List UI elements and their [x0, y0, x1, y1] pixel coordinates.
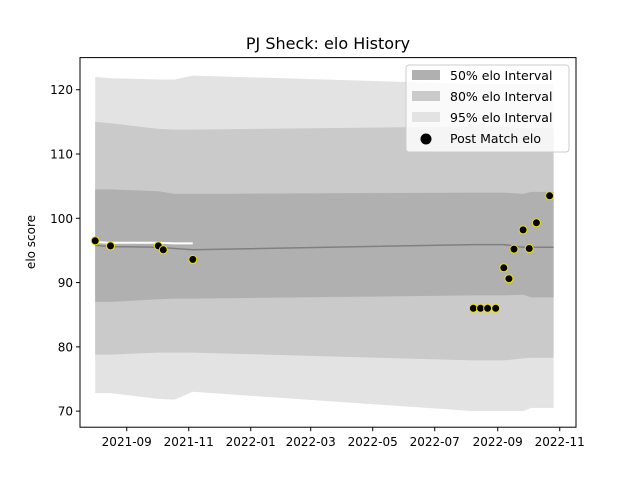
plot-frame	[79, 57, 577, 428]
post-match-point	[531, 218, 541, 228]
post-match-point	[188, 254, 198, 264]
y-tick-label: 90	[58, 276, 73, 290]
post-match-points	[90, 191, 555, 313]
x-axis: 2021-09 2021-11 2022-01 2022-03 2022-05 2022-…	[102, 427, 585, 449]
x-tick-label: 2021-09	[102, 435, 152, 449]
legend-swatch-95	[412, 112, 440, 122]
legend-marker-post-match	[420, 133, 432, 145]
x-tick-label: 2022-07	[410, 435, 460, 449]
y-tick-label: 120	[50, 83, 73, 97]
legend-swatch-50	[412, 70, 440, 80]
post-match-point	[491, 303, 501, 313]
y-tick-label: 80	[58, 340, 73, 354]
legend: 50% elo Interval 80% elo Interval 95% el…	[405, 64, 570, 153]
legend-label-80: 80% elo Interval	[450, 89, 552, 104]
y-axis-label: elo score	[24, 215, 38, 269]
post-match-point	[524, 244, 534, 253]
post-match-point	[518, 225, 528, 235]
y-axis: 70 80 90 100 110 120	[50, 83, 80, 419]
post-match-point	[504, 274, 514, 284]
legend-label-95: 95% elo Interval	[450, 110, 552, 125]
chart-title: PJ Sheck: elo History	[246, 34, 410, 53]
band-50	[95, 189, 554, 302]
post-match-point	[509, 244, 519, 254]
post-match-point	[158, 245, 168, 255]
post-match-point	[90, 236, 100, 246]
post-match-point	[499, 263, 509, 273]
legend-label-50: 50% elo Interval	[450, 68, 552, 83]
y-tick-label: 70	[58, 405, 73, 419]
x-tick-label: 2022-01	[226, 435, 276, 449]
x-tick-label: 2022-11	[535, 435, 585, 449]
interval-bands	[95, 75, 554, 412]
post-match-point	[545, 191, 555, 201]
y-tick-label: 100	[50, 212, 73, 226]
legend-label-post-match: Post Match elo	[450, 131, 541, 146]
legend-box	[405, 64, 570, 153]
x-tick-label: 2021-11	[164, 435, 214, 449]
post-match-point	[106, 241, 115, 251]
x-tick-label: 2022-05	[348, 435, 398, 449]
legend-swatch-80	[412, 91, 440, 101]
x-tick-label: 2022-09	[473, 435, 523, 449]
y-tick-label: 110	[50, 148, 73, 162]
post-match-point	[483, 303, 493, 313]
x-tick-label: 2022-03	[286, 435, 336, 449]
